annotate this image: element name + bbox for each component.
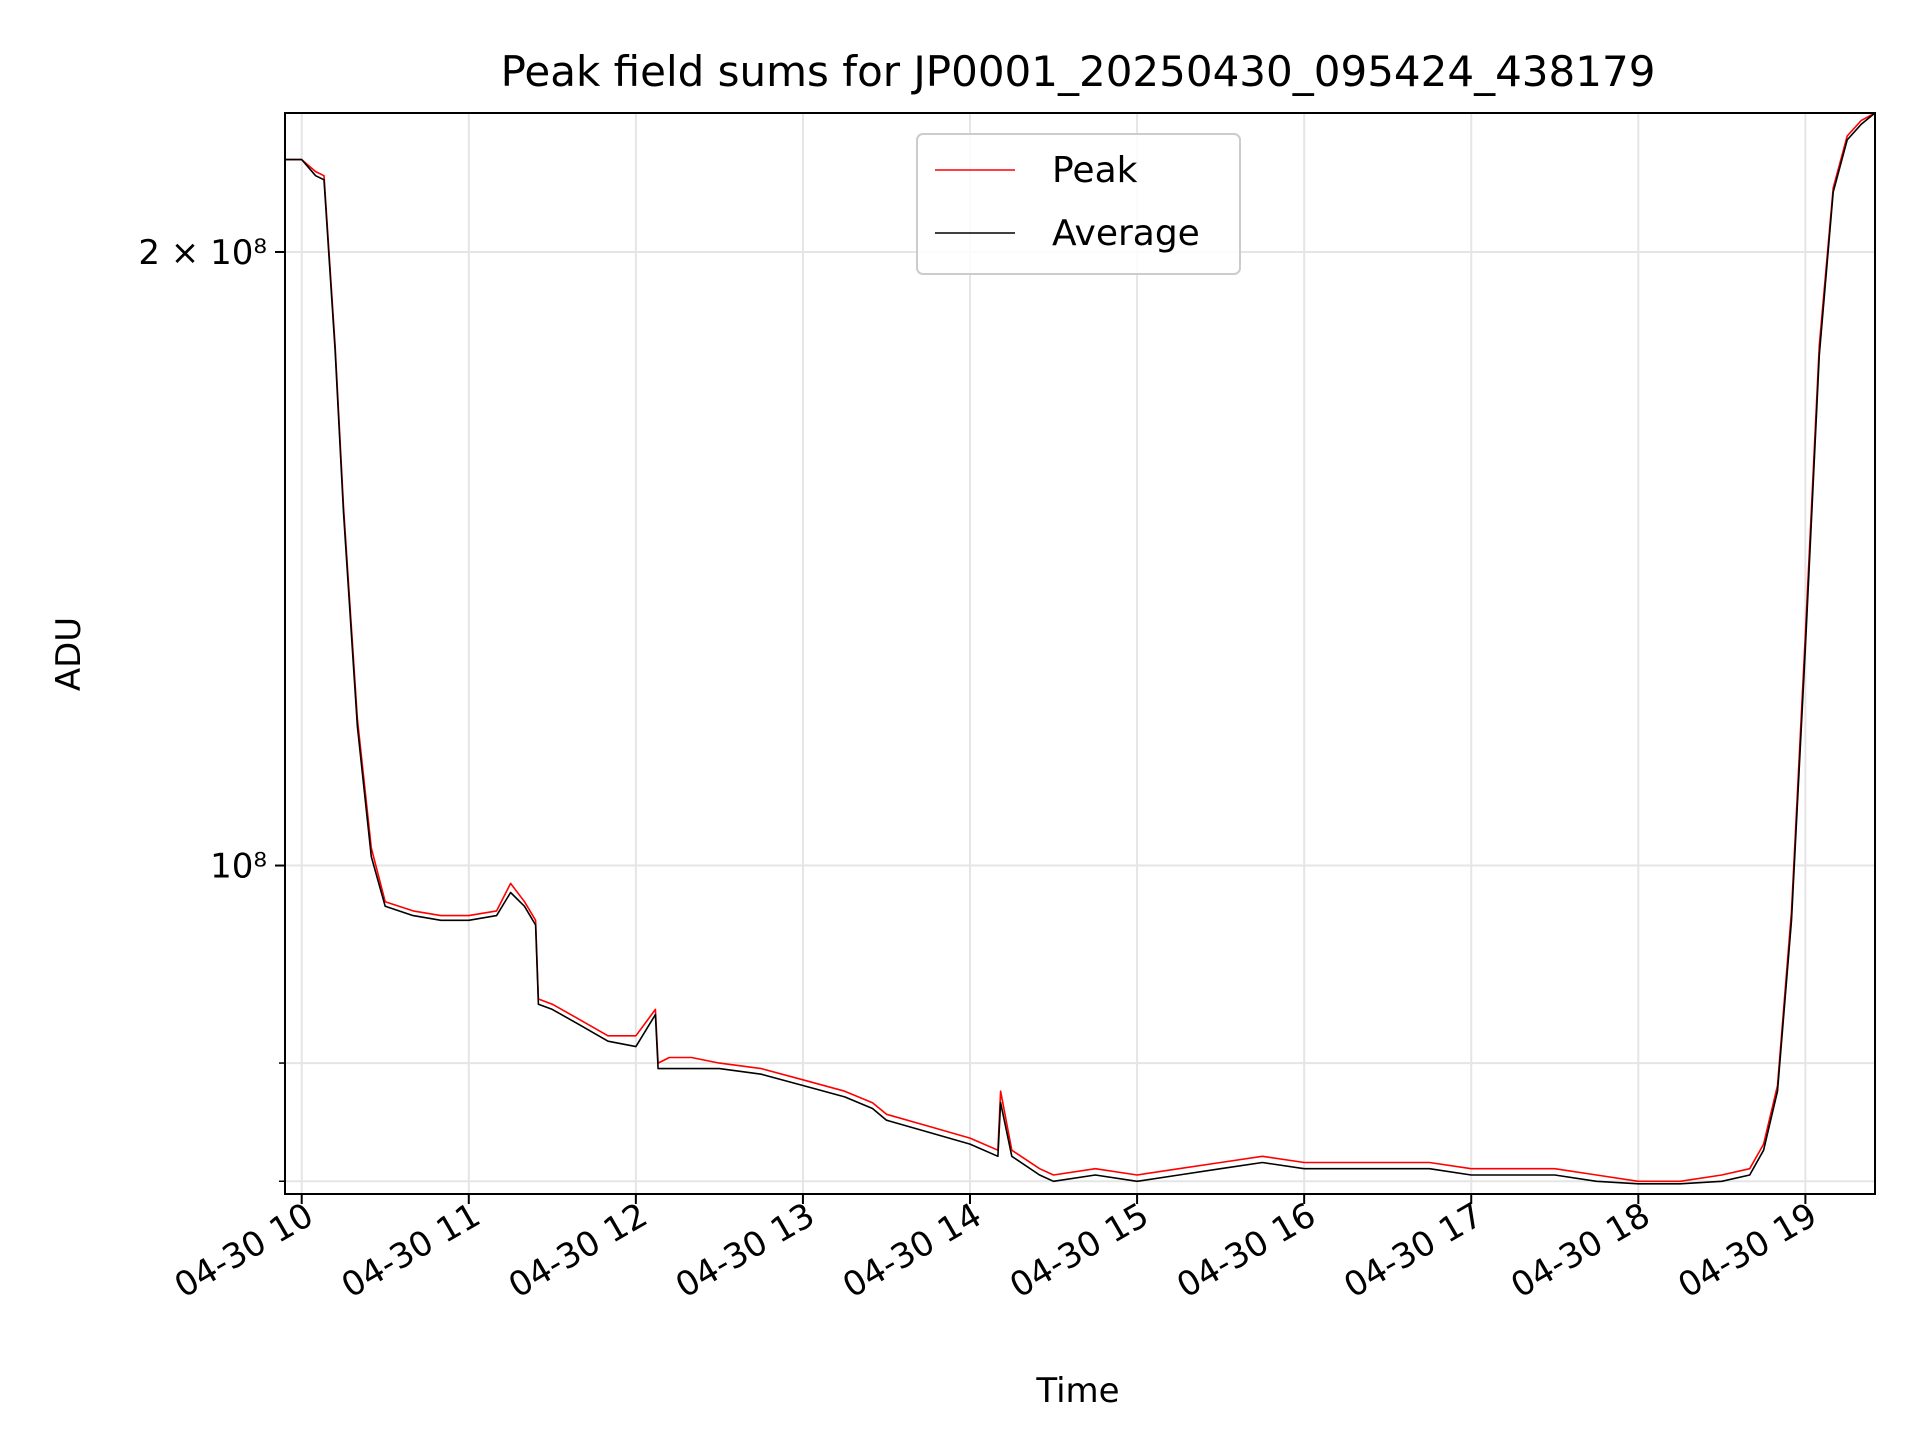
plot-frame xyxy=(284,112,1876,1195)
legend-label-average: Average xyxy=(1052,213,1200,254)
chart-title: Peak field sums for JP0001_20250430_0954… xyxy=(501,47,1656,96)
legend: Peak Average xyxy=(916,133,1241,275)
y-axis: 10⁸ 2 × 10⁸ xyxy=(138,233,285,1183)
y-axis-label: ADU xyxy=(49,617,89,691)
y-tick-label: 10⁸ xyxy=(210,847,267,887)
series-layer xyxy=(285,112,1876,1185)
series-line-average xyxy=(285,112,1876,1185)
x-axis-label: Time xyxy=(1035,1371,1119,1411)
y-tick-label: 2 × 10⁸ xyxy=(138,233,267,273)
series-line-peak xyxy=(285,112,1876,1183)
legend-box xyxy=(916,133,1241,275)
legend-label-peak: Peak xyxy=(1052,150,1138,191)
